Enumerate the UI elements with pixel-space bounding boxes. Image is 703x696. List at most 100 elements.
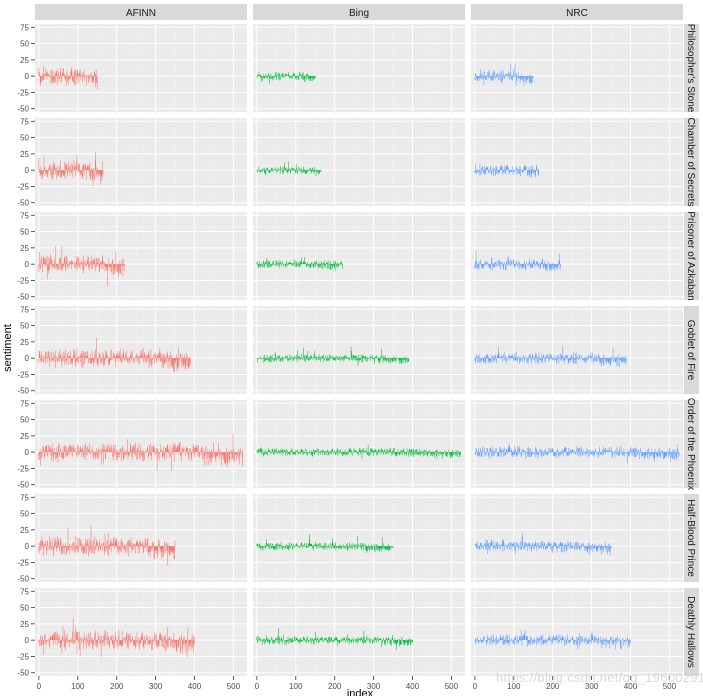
y-tick-label: 75 [20, 587, 29, 596]
sentiment-bars [38, 246, 125, 287]
x-tick-label: 200 [110, 682, 124, 691]
panel-background [471, 306, 683, 394]
y-tick-label: 75 [20, 117, 29, 126]
sentiment-bars [474, 533, 612, 557]
y-tick-label: 75 [20, 305, 29, 314]
x-tick-label: 400 [624, 682, 638, 691]
sentiment-bars [256, 256, 343, 271]
panel-nrc-3 [471, 212, 683, 300]
panel-afinn-4 [35, 306, 247, 394]
panel-nrc-6 [471, 494, 683, 582]
row-strip-label: Deathly Hallows [685, 596, 696, 668]
strip-afinn [35, 4, 247, 20]
panel-afinn-3 [35, 212, 247, 300]
panel-afinn-7 [35, 588, 247, 676]
y-tick-label: -25 [17, 276, 29, 285]
panel-nrc-4 [471, 306, 683, 394]
sentiment-bars [474, 63, 534, 86]
panel-bing-1 [253, 24, 465, 112]
row-strip [684, 24, 699, 112]
panel-nrc-7 [471, 588, 683, 676]
panel-bing-7 [253, 588, 465, 676]
sentiment-bars [256, 161, 322, 177]
x-tick-label: 100 [71, 682, 85, 691]
x-tick-label: 300 [149, 682, 163, 691]
row-strip-label: Goblet of Fire [685, 320, 696, 381]
y-tick-label: 0 [25, 72, 30, 81]
facet-panels: AFINN Bing NRC Philosopher's Stone -50 -25 0 25… [17, 4, 699, 691]
x-tick-label: 400 [188, 682, 202, 691]
panel-background [471, 588, 683, 676]
y-tick-label: 25 [20, 526, 29, 535]
x-tick-label: 0 [255, 682, 260, 691]
sentiment-bars [38, 337, 191, 373]
y-tick-label: 0 [25, 260, 30, 269]
x-axis-label: index [347, 688, 374, 696]
panel-background [35, 212, 247, 300]
y-tick-label: 50 [20, 416, 29, 425]
y-tick-label: 25 [20, 56, 29, 65]
panel-background [471, 400, 683, 488]
y-tick-label: 25 [20, 244, 29, 253]
panel-background [35, 24, 247, 112]
panel-background [253, 118, 465, 206]
strip-label: NRC [566, 8, 588, 19]
strip-label: AFINN [126, 8, 156, 19]
x-tick-label: 100 [289, 682, 303, 691]
x-tick-label: 0 [473, 682, 478, 691]
row-strip [684, 588, 699, 676]
x-tick-label: 200 [328, 682, 342, 691]
sentiment-bars [38, 618, 195, 658]
y-tick-label: 75 [20, 399, 29, 408]
x-tick-label: 400 [406, 682, 420, 691]
panel-bing-2 [253, 118, 465, 206]
panel-background [471, 212, 683, 300]
x-tick-label: 200 [546, 682, 560, 691]
y-tick-label: 25 [20, 620, 29, 629]
y-tick-label: -25 [17, 88, 29, 97]
panel-afinn-6 [35, 494, 247, 582]
y-tick-label: -25 [17, 464, 29, 473]
sentiment-bars [474, 250, 561, 272]
sentiment-bars [474, 163, 540, 178]
y-tick-label: 50 [20, 228, 29, 237]
y-tick-label: -50 [17, 575, 29, 584]
y-tick-label: 75 [20, 493, 29, 502]
panel-afinn-1 [35, 24, 247, 112]
y-tick-label: 0 [25, 448, 30, 457]
panel-background [35, 400, 247, 488]
sentiment-bars [38, 434, 244, 472]
y-tick-label: -50 [17, 199, 29, 208]
y-tick-label: 50 [20, 322, 29, 331]
panel-bing-6 [253, 494, 465, 582]
sentiment-bars [256, 346, 409, 366]
sentiment-bars [256, 628, 413, 650]
panel-afinn-5 [35, 400, 247, 488]
row-strip [684, 494, 699, 582]
strip-label: Bing [349, 8, 369, 19]
panel-background [253, 306, 465, 394]
row-strip [684, 400, 699, 488]
x-tick-label: 500 [445, 682, 459, 691]
sentiment-bars [474, 345, 627, 368]
x-tick-label: 500 [663, 682, 677, 691]
panel-background [471, 494, 683, 582]
x-tick-label: 500 [227, 682, 241, 691]
row-strip [684, 306, 699, 394]
sentiment-bars [474, 630, 631, 650]
y-axis-label: sentiment [2, 324, 14, 372]
panel-bing-4 [253, 306, 465, 394]
panel-afinn-2 [35, 118, 247, 206]
panel-nrc-2 [471, 118, 683, 206]
y-tick-label: -50 [17, 481, 29, 490]
sentiment-bars [256, 444, 462, 459]
row-strip [684, 118, 699, 206]
panel-nrc-1 [471, 24, 683, 112]
y-tick-label: 0 [25, 166, 30, 175]
panel-background [253, 494, 465, 582]
y-tick-label: 50 [20, 134, 29, 143]
y-tick-label: 25 [20, 338, 29, 347]
panel-background [471, 118, 683, 206]
y-tick-label: -25 [17, 652, 29, 661]
y-tick-label: 25 [20, 432, 29, 441]
